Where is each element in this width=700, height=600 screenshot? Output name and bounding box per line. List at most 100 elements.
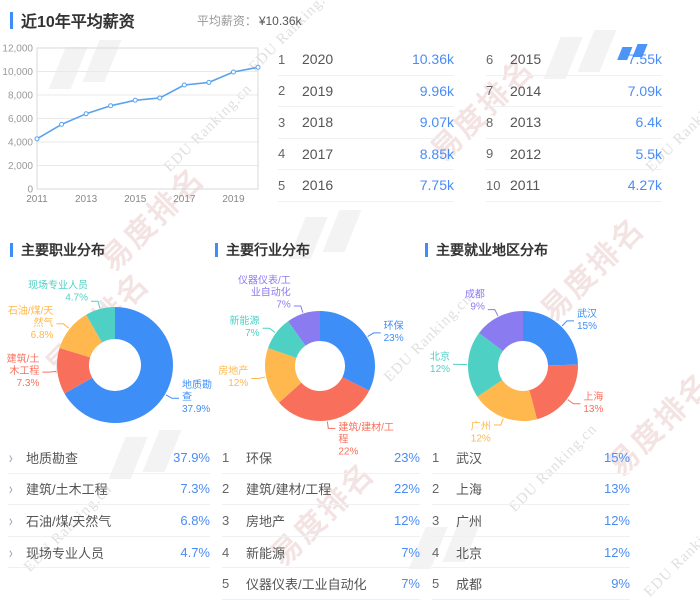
item-label: 新能源 [246, 545, 286, 561]
data-point[interactable] [34, 136, 40, 142]
item-value: 37.9% [173, 449, 210, 465]
rank-number: 6 [486, 51, 494, 67]
year-label: 2016 [302, 177, 334, 194]
salary-table-column-right: 6 2015 7.55k 7 2014 7.09k 8 2013 6.4k 9 2012 5.5k 10… [486, 44, 662, 202]
rank-number: 3 [278, 114, 286, 130]
accent-bar [10, 11, 13, 29]
list-item[interactable]: › 建筑/土木工程 7.3% [8, 474, 210, 506]
slice-percent: 13% [583, 403, 604, 415]
item-label: 环保 [246, 450, 273, 466]
rank-number: 3 [222, 512, 230, 528]
list-item: 1 武汉 15% [432, 442, 630, 474]
year-label: 2012 [510, 145, 542, 162]
data-point[interactable] [132, 97, 138, 103]
y-tick-label: 0 [27, 185, 33, 196]
slice-category: 广州 [470, 421, 491, 433]
salary-table-row: 1 2020 10.36k [278, 44, 454, 76]
item-label: 现场专业人员 [26, 545, 105, 561]
average-salary-label: 平均薪资： [196, 13, 257, 28]
list-item: 4 北京 12% [432, 537, 630, 569]
data-point[interactable] [206, 79, 212, 85]
slice-category: 建筑/土木工程 [6, 354, 40, 378]
list-item: 3 房地产 12% [222, 505, 420, 537]
occupation-donut-chart[interactable]: 地质勘查 37.9% 建筑/土木工程 7.3% 石油/煤/天然气 6.8% 现场专业人员 4.… [0, 268, 215, 440]
slice-category: 现场专业人员 [28, 280, 89, 292]
donut-slice-label: 房地产 12% [218, 366, 248, 390]
label-leader-line [493, 418, 504, 426]
slice-category: 建筑/建材/工程 [338, 423, 394, 447]
x-tick-label: 2011 [26, 194, 48, 205]
salary-table-row: 8 2013 6.4k [486, 107, 662, 139]
rank-number: 7 [486, 83, 494, 99]
data-point[interactable] [255, 64, 261, 70]
data-point[interactable] [83, 111, 89, 117]
label-leader-line [487, 309, 499, 317]
occupation-section-header: 主要职业分布 [10, 240, 105, 260]
donut-slice-label: 建筑/建材/工程 22% [338, 423, 400, 459]
list-item[interactable]: › 现场专业人员 4.7% [8, 537, 210, 569]
data-point[interactable] [181, 82, 187, 88]
donut-slice-label: 成都 9% [465, 289, 485, 313]
item-value: 13% [603, 481, 630, 497]
donut-slice[interactable] [529, 364, 578, 420]
donut-slice[interactable] [320, 311, 375, 391]
item-value: 22% [393, 481, 420, 497]
data-point[interactable] [230, 69, 236, 75]
list-item: 5 仪器仪表/工业自动化 7% [222, 568, 420, 600]
label-leader-line [251, 376, 266, 379]
data-point[interactable] [59, 121, 65, 127]
donut-slice-label: 地质勘查 37.9% [182, 380, 215, 416]
donut-slice-label: 现场专业人员 4.7% [28, 281, 88, 305]
data-point[interactable] [108, 103, 114, 109]
donut-slice[interactable] [468, 332, 503, 397]
slice-percent: 7.3% [16, 378, 40, 390]
label-leader-line [91, 300, 101, 309]
data-point[interactable] [157, 95, 163, 101]
industry-donut-chart[interactable]: 环保 23% 建筑/建材/工程 22% 房地产 12% 新能源 7% 仪器仪表/工业自动化 7% [210, 268, 425, 458]
donut-slice[interactable] [59, 314, 103, 358]
salary-value: 8.85k [419, 145, 454, 162]
industry-list: 1 环保 23% 2 建筑/建材/工程 22% 3 房地产 12% 4 新能源 7% 5 仪器仪表/工业自… [222, 442, 420, 600]
salary-value: 10.36k [411, 51, 454, 68]
donut-slice[interactable] [523, 311, 578, 366]
donut-slice[interactable] [477, 379, 538, 422]
slice-percent: 6.8% [30, 329, 54, 341]
rank-number: 4 [222, 544, 230, 560]
accent-bar [215, 243, 218, 257]
salary-value: 9.96k [419, 82, 454, 99]
donut-slice-label: 上海 13% [583, 392, 603, 416]
slice-category: 房地产 [218, 366, 249, 378]
salary-section-title: 近10年平均薪资 [21, 14, 135, 31]
salary-line-chart[interactable]: 0 2,000 4,000 6,000 8,000 10,000 12,000 2011 201… [2, 42, 270, 210]
donut-slice[interactable] [268, 321, 306, 358]
donut-slice[interactable] [288, 311, 320, 346]
year-label: 2015 [510, 51, 542, 68]
donut-slice[interactable] [264, 348, 302, 403]
donut-slice-label: 新能源 7% [230, 316, 260, 340]
donut-slice[interactable] [57, 348, 93, 394]
item-label: 成都 [456, 577, 483, 593]
slice-percent: 12% [470, 433, 491, 445]
label-leader-line [42, 370, 57, 373]
list-item[interactable]: › 地质勘查 37.9% [8, 442, 210, 474]
slice-category: 石油/煤/天然气 [7, 305, 54, 329]
donut-slice[interactable] [86, 307, 115, 343]
rank-number: 5 [432, 576, 440, 592]
item-label: 北京 [456, 545, 483, 561]
slice-category: 上海 [583, 391, 604, 403]
item-value: 4.7% [180, 544, 210, 560]
salary-value: 7.55k [627, 51, 662, 68]
salary-value: 9.07k [419, 114, 454, 131]
slice-category: 新能源 [229, 316, 260, 328]
donut-slice[interactable] [479, 311, 523, 351]
donut-slice-label: 环保 23% [384, 321, 404, 345]
donut-slice[interactable] [64, 307, 173, 423]
y-tick-label: 2,000 [8, 161, 33, 172]
rank-number: 2 [278, 83, 286, 99]
region-donut-chart[interactable]: 武汉 15% 上海 13% 广州 12% 北京 12% 成都 9% [420, 268, 645, 444]
salary-table-row: 10 2011 4.27k [486, 170, 662, 202]
donut-slice[interactable] [279, 377, 370, 421]
slice-percent: 22% [338, 447, 359, 459]
list-item[interactable]: › 石油/煤/天然气 6.8% [8, 505, 210, 537]
year-label: 2013 [510, 114, 542, 131]
